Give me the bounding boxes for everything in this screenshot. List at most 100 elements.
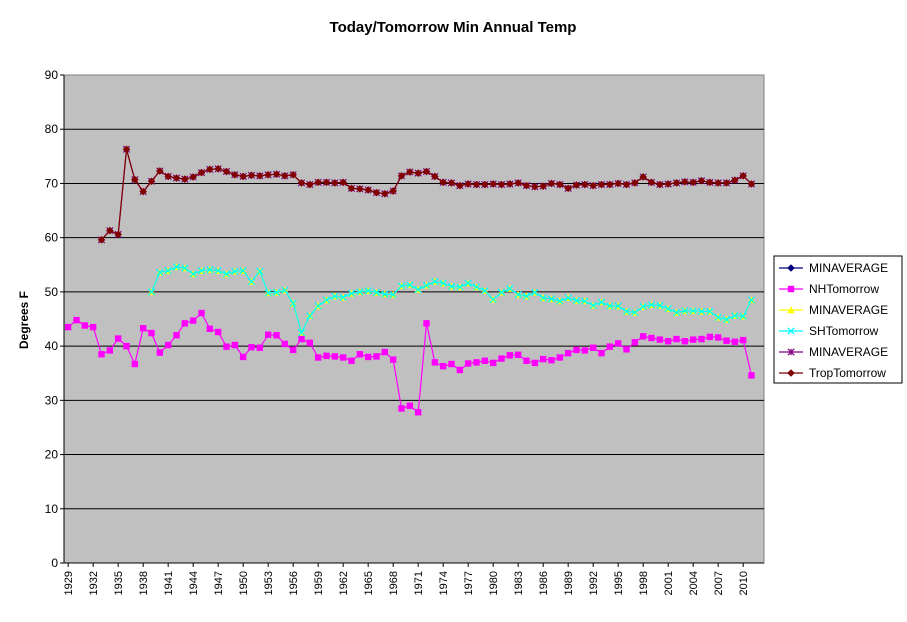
data-point [281,172,289,180]
data-point [539,182,547,190]
data-point [631,308,639,317]
x-tick-label: 1962 [338,571,350,595]
data-point [381,189,389,198]
data-point [489,180,497,188]
legend-box [773,255,903,384]
data-point [131,360,139,368]
data-point [223,343,230,350]
data-point [172,263,181,271]
data-point [181,320,189,327]
data-point [273,332,280,339]
data-point [622,307,631,316]
data-point [597,180,606,189]
data-point [231,267,239,275]
series-group [64,145,756,416]
data-point [389,290,397,299]
data-point [556,354,564,361]
data-point [614,302,622,310]
data-point [531,359,539,367]
data-point [256,344,264,351]
data-point [456,181,464,190]
data-point [247,277,256,286]
y-axis-ticks: 0 10 20 30 40 50 60 70 80 90 [45,68,764,570]
y-tick-label: 70 [45,176,59,190]
data-point [456,283,464,291]
y-tick-label: 0 [51,556,58,570]
legend-marker [787,285,795,293]
data-point [231,341,239,349]
data-point [647,178,656,187]
data-point [239,353,247,361]
data-point [747,296,756,304]
series-1-nhtomorrow [64,309,755,416]
data-point [164,267,172,275]
data-point [406,402,414,409]
data-point [331,292,339,300]
data-point [397,282,406,290]
data-point [506,352,514,359]
data-point [498,355,505,362]
data-point [272,288,281,297]
y-tick-label: 30 [45,393,59,407]
data-point [231,170,239,179]
data-point [689,307,697,315]
y-tick-label: 20 [45,448,59,462]
data-point [606,180,614,189]
data-point [373,353,380,360]
data-point [181,264,189,272]
data-point [539,294,547,302]
chart-title: Today/Tomorrow Min Annual Temp [330,19,577,36]
data-point [456,366,464,374]
data-point [147,177,156,186]
data-point [414,286,422,294]
x-tick-label: 1959 [313,571,325,595]
data-point [506,284,514,293]
data-point [256,172,264,180]
data-point [73,316,80,324]
data-point [698,335,705,343]
data-point [181,175,189,183]
data-point [289,299,297,307]
data-point [664,180,672,188]
data-point [614,340,622,347]
data-point [339,354,347,361]
data-point [631,339,639,346]
data-point [581,297,589,305]
data-point [689,336,697,343]
x-tick-label: 1983 [513,571,525,595]
data-point [398,405,405,412]
data-point [573,346,580,354]
x-tick-label: 1965 [363,571,375,595]
data-point [681,178,689,186]
data-point [364,287,372,295]
series-5-troptomorrow [97,145,756,244]
data-point [222,167,231,176]
legend-label: SHTomorrow [809,324,879,338]
data-point [406,281,414,289]
data-point [331,353,339,360]
data-point [147,288,156,296]
data-point [672,179,681,187]
data-point [156,268,164,277]
data-point [272,170,281,179]
data-point [297,179,306,187]
data-point [522,181,531,190]
data-point [264,331,272,338]
data-point [106,226,114,235]
data-point [598,349,605,357]
data-point [406,168,414,176]
data-point [339,293,347,301]
data-point [497,288,506,297]
x-tick-label: 1929 [63,571,75,595]
data-point [731,312,739,320]
legend-label: TropTomorrow [809,366,886,380]
data-point [681,307,689,315]
data-point [131,175,139,184]
data-point [447,282,456,291]
data-point [281,340,289,348]
data-point [523,357,530,364]
x-tick-label: 1986 [538,571,550,595]
y-tick-label: 50 [45,285,59,299]
data-point [706,178,714,187]
data-point [381,290,389,298]
